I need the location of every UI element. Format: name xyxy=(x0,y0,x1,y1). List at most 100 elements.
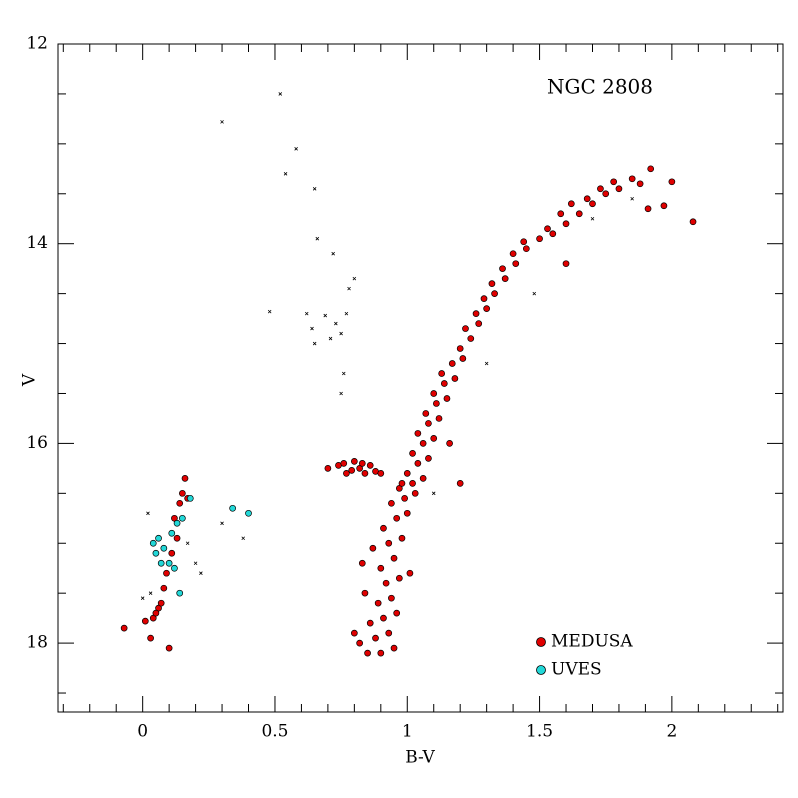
star-point xyxy=(351,458,358,465)
star-point xyxy=(610,178,618,186)
star-point xyxy=(480,295,488,302)
star-point xyxy=(312,187,317,191)
star-point xyxy=(689,218,697,226)
legend-label: MEDUSA xyxy=(551,632,633,652)
star-point xyxy=(352,276,357,281)
star-point xyxy=(451,375,459,382)
star-point xyxy=(160,544,168,552)
y-axis-label: V xyxy=(20,373,40,387)
star-point xyxy=(358,559,366,567)
star-point xyxy=(312,341,317,346)
star-point xyxy=(372,634,379,642)
star-point xyxy=(562,260,570,268)
x-tick-label: 1.5 xyxy=(526,722,553,742)
star-point xyxy=(446,440,453,447)
star-point xyxy=(283,172,288,176)
star-point xyxy=(390,554,398,562)
x-tick-label: 0 xyxy=(137,722,148,742)
star-point xyxy=(615,185,623,193)
star-point xyxy=(147,634,154,642)
star-point xyxy=(334,321,338,326)
star-point xyxy=(193,561,198,566)
y-tick-label: 18 xyxy=(26,633,48,653)
star-point xyxy=(522,245,530,253)
star-point xyxy=(443,395,451,402)
star-point xyxy=(157,559,165,567)
star-point xyxy=(398,534,406,542)
star-point xyxy=(414,460,422,467)
star-point xyxy=(406,569,414,577)
star-point xyxy=(393,514,401,522)
star-point xyxy=(644,205,652,213)
star-point xyxy=(341,371,346,376)
star-point xyxy=(343,470,350,477)
star-point xyxy=(152,549,160,557)
star-point xyxy=(409,479,416,487)
star-point xyxy=(361,589,369,597)
star-point xyxy=(409,450,416,457)
star-point xyxy=(488,280,496,287)
star-point xyxy=(433,400,440,407)
star-point xyxy=(532,291,537,296)
star-point xyxy=(509,250,517,258)
star-point xyxy=(377,649,385,657)
star-point xyxy=(229,504,236,512)
star-point xyxy=(165,644,173,652)
star-point xyxy=(567,200,575,208)
star-point xyxy=(186,494,194,502)
star-point xyxy=(401,494,408,502)
star-point xyxy=(388,594,395,602)
star-point xyxy=(220,120,224,124)
star-point xyxy=(484,361,489,366)
star-point xyxy=(403,470,411,477)
star-point xyxy=(430,435,438,442)
star-point xyxy=(173,534,181,542)
star-point xyxy=(339,331,343,336)
star-point xyxy=(146,511,150,516)
star-point xyxy=(435,415,443,422)
star-point xyxy=(385,629,393,637)
star-point xyxy=(475,320,483,327)
star-point xyxy=(636,180,644,188)
star-point xyxy=(462,325,469,332)
annotation: NGC 2808 xyxy=(547,75,653,99)
star-point xyxy=(176,589,184,597)
star-point xyxy=(323,313,328,318)
star-point xyxy=(512,260,520,268)
star-point xyxy=(385,539,393,547)
star-point xyxy=(388,499,395,507)
star-point xyxy=(419,440,427,447)
star-point xyxy=(185,541,190,546)
star-point xyxy=(163,569,170,577)
star-point xyxy=(245,509,252,517)
legend-marker xyxy=(536,637,546,647)
star-point xyxy=(628,175,636,183)
star-point xyxy=(181,474,189,482)
star-point xyxy=(348,467,356,474)
star-point xyxy=(176,499,184,507)
star-point xyxy=(377,564,385,572)
star-point xyxy=(278,92,283,96)
star-point xyxy=(340,460,348,467)
star-point xyxy=(575,210,583,218)
star-point xyxy=(411,489,419,497)
star-point xyxy=(467,335,475,342)
x-axis-label: B-V xyxy=(405,748,435,768)
star-point xyxy=(589,200,596,208)
star-point xyxy=(456,479,464,487)
star-point xyxy=(403,509,411,517)
star-point xyxy=(382,579,390,587)
star-point xyxy=(347,286,351,291)
star-point xyxy=(520,238,528,246)
star-point xyxy=(366,619,374,627)
star-point xyxy=(241,536,246,541)
star-point xyxy=(344,311,349,316)
star-point xyxy=(155,534,162,542)
star-point xyxy=(267,309,272,314)
star-point xyxy=(590,216,595,221)
star-point xyxy=(310,326,314,331)
star-point xyxy=(358,460,366,467)
star-point xyxy=(395,574,403,582)
star-point xyxy=(393,609,401,617)
